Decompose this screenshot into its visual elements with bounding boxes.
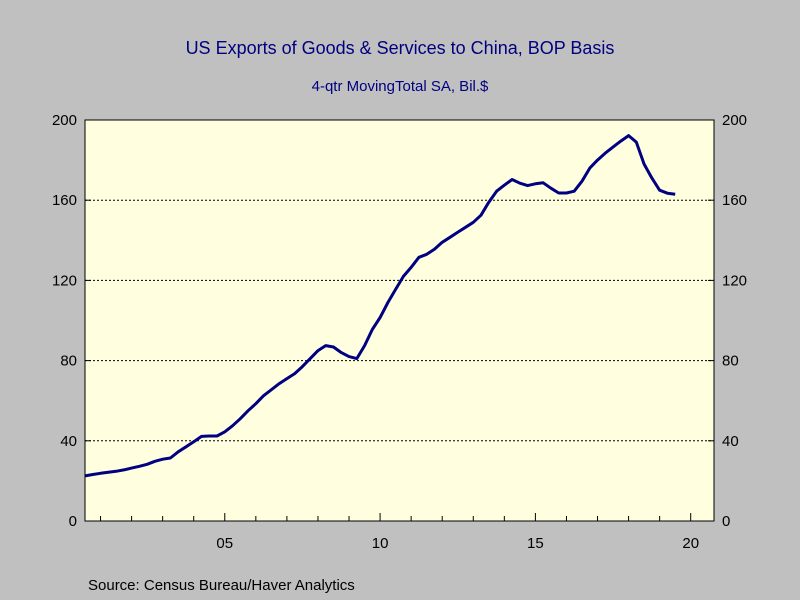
y-tick-label-left: 0 xyxy=(69,513,77,530)
x-tick-label: 15 xyxy=(527,535,544,552)
y-tick-label-right: 40 xyxy=(722,433,739,450)
y-tick-label-right: 200 xyxy=(722,112,747,129)
tick-labels: 0 0 40 40 80 80 120 120 160 160 200 200 05 10 15 20 xyxy=(52,112,747,552)
chart-subtitle: 4-qtr MovingTotal SA, Bil.$ xyxy=(311,78,489,95)
x-tick-label: 05 xyxy=(216,535,233,552)
y-tick-label-left: 160 xyxy=(52,192,77,209)
series-line xyxy=(84,134,676,478)
plot-area xyxy=(85,120,714,521)
x-tick-label: 10 xyxy=(372,535,389,552)
plot-frame xyxy=(84,119,715,522)
source-note: Source: Census Bureau/Haver Analytics xyxy=(88,577,355,594)
chart-title: US Exports of Goods & Services to China,… xyxy=(185,38,615,58)
gridlines xyxy=(85,199,714,442)
y-tick-label-right: 160 xyxy=(722,192,747,209)
y-tick-label-right: 80 xyxy=(722,353,739,370)
y-tick-label-right: 120 xyxy=(722,272,747,289)
y-tick-label-left: 80 xyxy=(60,353,77,370)
y-tick-label-left: 120 xyxy=(52,272,77,289)
y-tick-label-right: 0 xyxy=(722,513,730,530)
y-tick-label-left: 40 xyxy=(60,433,77,450)
x-tick-label: 20 xyxy=(682,535,699,552)
y-tick-label-left: 200 xyxy=(52,112,77,129)
